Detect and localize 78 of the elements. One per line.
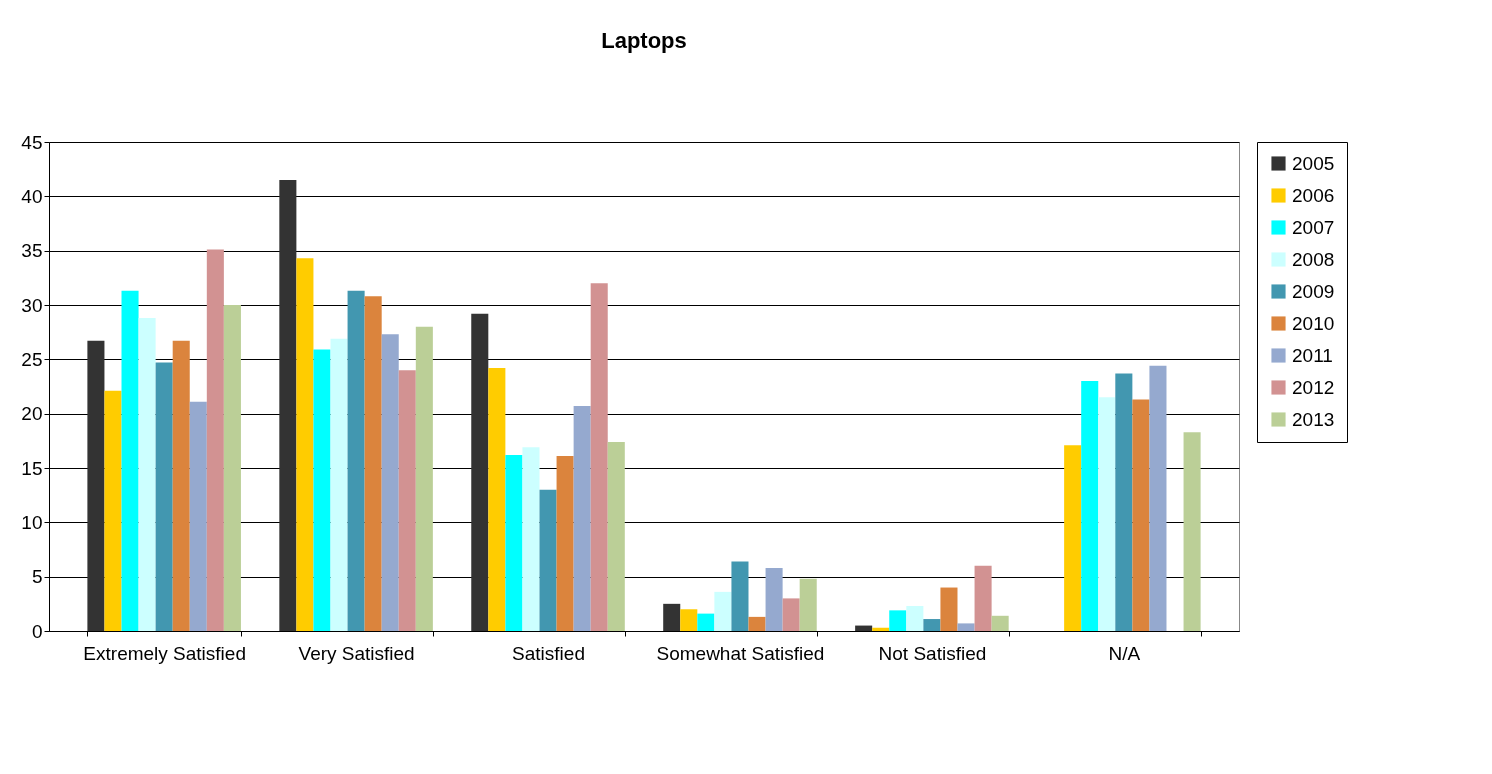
bar	[923, 619, 941, 631]
x-tick-label: N/A	[1108, 642, 1141, 664]
bar	[731, 561, 749, 631]
legend-label: 2006	[1292, 184, 1335, 206]
bar	[398, 370, 416, 631]
legend-label: 2009	[1292, 280, 1335, 302]
bar	[663, 603, 681, 631]
bar	[172, 340, 190, 631]
bar	[782, 598, 800, 631]
bar	[505, 454, 523, 631]
legend-label: 2011	[1292, 344, 1333, 366]
bar	[488, 368, 506, 631]
y-tick-label: 5	[31, 566, 43, 588]
bar	[471, 313, 489, 631]
legend-label: 2010	[1292, 312, 1335, 334]
bar	[138, 318, 156, 631]
bar	[974, 565, 992, 631]
bar	[1115, 373, 1133, 631]
y-tick-label: 15	[21, 457, 43, 479]
y-tick-label: 20	[21, 403, 43, 425]
bar	[940, 587, 958, 631]
x-tick-label: Extremely Satisfied	[83, 642, 246, 664]
bar	[279, 180, 297, 631]
legend-label: 2012	[1292, 376, 1335, 398]
bar	[539, 489, 557, 631]
bar	[765, 567, 783, 631]
bar	[155, 362, 173, 631]
bar	[714, 591, 732, 631]
bar	[206, 249, 224, 631]
bar	[330, 338, 348, 631]
bar	[223, 305, 241, 631]
bar	[1064, 445, 1082, 631]
bar	[680, 609, 698, 631]
bar	[607, 441, 625, 631]
bar	[872, 627, 890, 631]
y-tick-label: 45	[21, 131, 43, 153]
y-tick-label: 40	[21, 185, 43, 207]
bar	[889, 610, 907, 631]
bar	[104, 390, 122, 631]
y-tick-label: 35	[21, 240, 43, 262]
x-tick-label: Not Satisfied	[878, 642, 987, 664]
bar	[313, 349, 331, 631]
x-tick-label: Satisfied	[512, 642, 585, 664]
bar	[347, 290, 365, 631]
chart-title: Laptops	[601, 28, 687, 53]
bar	[1098, 397, 1116, 631]
bar	[381, 334, 399, 631]
bar	[573, 406, 591, 631]
x-tick-label: Very Satisfied	[298, 642, 415, 664]
legend-label: 2005	[1292, 152, 1335, 174]
bar	[906, 606, 924, 631]
legend-label: 2008	[1292, 248, 1335, 270]
bar	[415, 326, 433, 631]
bar	[697, 613, 715, 631]
bar	[1132, 399, 1150, 631]
y-tick-label: 30	[21, 294, 43, 316]
bar	[855, 625, 873, 631]
legend-label: 2007	[1292, 216, 1335, 238]
bar	[522, 447, 540, 631]
y-tick-label: 25	[21, 348, 43, 370]
y-tick-label: 0	[31, 620, 43, 642]
bar	[1183, 432, 1201, 631]
bar	[556, 456, 574, 631]
bar	[991, 615, 1009, 631]
x-tick-label: Somewhat Satisfied	[656, 642, 825, 664]
bar	[1149, 365, 1167, 631]
bar	[364, 296, 382, 631]
bar	[296, 258, 314, 631]
bar	[748, 616, 766, 631]
bar	[1081, 381, 1099, 631]
bar	[189, 401, 207, 631]
legend-label: 2013	[1292, 408, 1335, 430]
bar	[799, 578, 817, 631]
y-tick-label: 10	[21, 511, 43, 533]
bar	[121, 290, 139, 631]
bar	[590, 283, 608, 631]
bar	[957, 623, 975, 631]
bar	[87, 340, 105, 631]
